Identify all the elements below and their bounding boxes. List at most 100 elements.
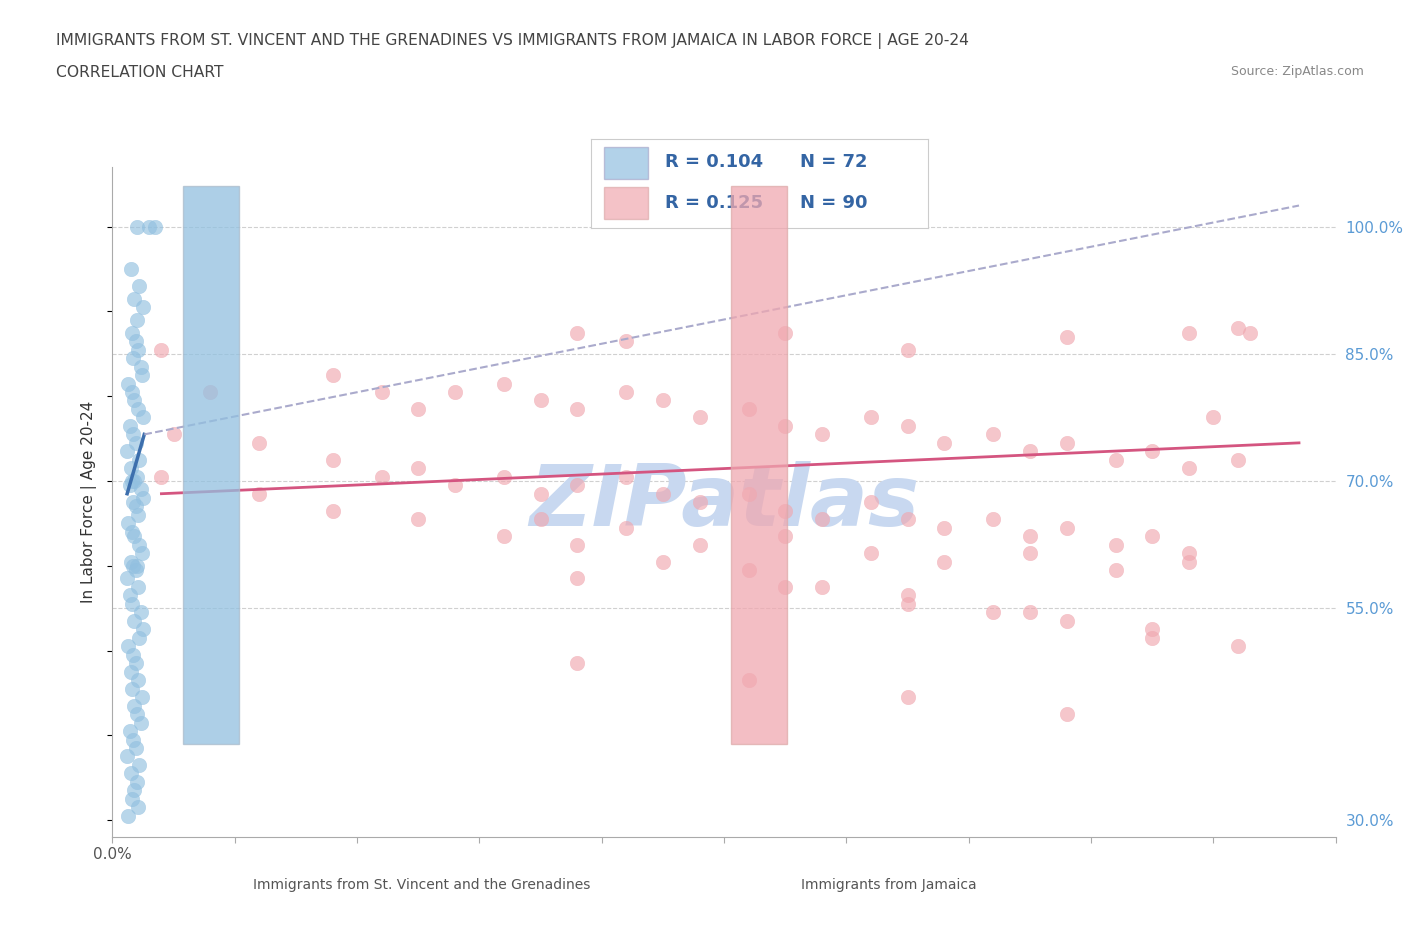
Point <box>124 393 146 408</box>
Point <box>689 538 711 552</box>
Point <box>408 402 430 417</box>
Point <box>1018 604 1040 619</box>
Point <box>128 452 150 467</box>
Point <box>127 579 149 594</box>
Text: N = 72: N = 72 <box>800 153 868 171</box>
Point <box>492 376 515 391</box>
Point <box>120 766 142 781</box>
Text: IMMIGRANTS FROM ST. VINCENT AND THE GRENADINES VS IMMIGRANTS FROM JAMAICA IN LAB: IMMIGRANTS FROM ST. VINCENT AND THE GREN… <box>56 33 969 48</box>
Point <box>124 291 146 306</box>
Point <box>120 261 142 276</box>
Point <box>121 791 143 806</box>
Point <box>1178 554 1201 569</box>
Point <box>897 342 920 357</box>
Point <box>1239 326 1261 340</box>
Point <box>737 402 759 417</box>
Point <box>981 427 1004 442</box>
Point <box>811 579 834 594</box>
Point <box>1142 622 1164 637</box>
Point <box>811 427 834 442</box>
Point <box>1202 410 1225 425</box>
Point <box>567 538 589 552</box>
Point <box>897 512 920 526</box>
Point <box>322 452 344 467</box>
Point <box>1226 321 1249 336</box>
Point <box>529 486 551 501</box>
Point <box>118 588 141 603</box>
Point <box>122 558 145 573</box>
Point <box>1018 444 1040 458</box>
Point <box>121 525 143 539</box>
Point <box>1226 452 1249 467</box>
Point <box>322 503 344 518</box>
Point <box>737 672 759 687</box>
Point <box>132 622 155 637</box>
Point <box>121 385 143 400</box>
Point <box>125 435 148 450</box>
Point <box>122 351 145 365</box>
Point <box>115 444 138 458</box>
Point <box>614 334 637 349</box>
Point <box>124 614 146 629</box>
Point <box>124 473 146 488</box>
Text: ZIPatlas: ZIPatlas <box>529 460 920 544</box>
Point <box>125 334 148 349</box>
Point <box>614 385 637 400</box>
Point <box>125 219 148 234</box>
Point <box>689 495 711 510</box>
Point <box>129 482 152 497</box>
Point <box>150 470 173 485</box>
Point <box>1104 538 1126 552</box>
Point <box>1142 631 1164 645</box>
Point <box>1056 520 1078 535</box>
Point <box>150 342 173 357</box>
Point <box>1142 444 1164 458</box>
Point <box>122 647 145 662</box>
Point <box>370 385 392 400</box>
Point <box>129 359 152 374</box>
Point <box>129 715 152 730</box>
Point <box>1142 528 1164 543</box>
Point <box>897 588 920 603</box>
Point <box>737 563 759 578</box>
Point <box>118 478 141 493</box>
Point <box>567 656 589 671</box>
Point <box>1056 707 1078 722</box>
Point <box>934 554 956 569</box>
Point <box>370 470 392 485</box>
Point <box>811 512 834 526</box>
Point <box>859 410 882 425</box>
Point <box>125 563 148 578</box>
Point <box>124 783 146 798</box>
Point <box>115 749 138 764</box>
Point <box>567 571 589 586</box>
Point <box>118 418 141 433</box>
Text: R = 0.104: R = 0.104 <box>665 153 763 171</box>
Point <box>1018 546 1040 561</box>
Point <box>247 486 270 501</box>
Text: R = 0.125: R = 0.125 <box>665 194 763 212</box>
Point <box>121 326 143 340</box>
Point <box>125 740 148 755</box>
Point <box>121 473 143 488</box>
Point <box>132 410 155 425</box>
Point <box>567 326 589 340</box>
Point <box>117 376 139 391</box>
Point <box>529 512 551 526</box>
Point <box>117 808 139 823</box>
Point <box>934 435 956 450</box>
Point <box>121 682 143 697</box>
Point <box>1104 452 1126 467</box>
Y-axis label: In Labor Force | Age 20-24: In Labor Force | Age 20-24 <box>80 401 97 604</box>
Point <box>128 631 150 645</box>
Point <box>652 486 675 501</box>
Point <box>247 435 270 450</box>
Point <box>122 495 145 510</box>
Point <box>124 528 146 543</box>
Point <box>125 312 148 327</box>
Point <box>737 486 759 501</box>
Text: CORRELATION CHART: CORRELATION CHART <box>56 65 224 80</box>
Point <box>129 604 152 619</box>
Text: Immigrants from Jamaica: Immigrants from Jamaica <box>801 878 977 893</box>
Point <box>689 410 711 425</box>
